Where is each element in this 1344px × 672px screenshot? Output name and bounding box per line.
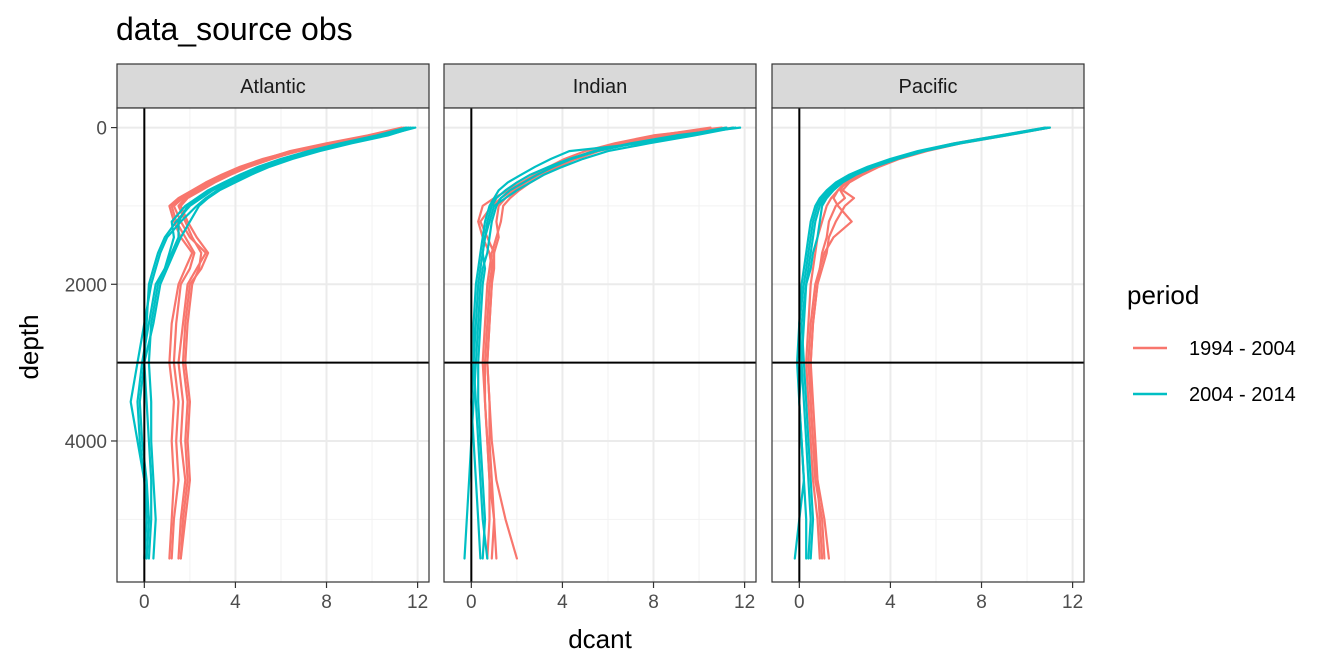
x-tick-label: 4 [885, 592, 896, 613]
legend-label: 2004 - 2014 [1189, 384, 1296, 406]
x-tick-label: 0 [794, 592, 805, 613]
series-line-period-2 [136, 126, 410, 560]
facet-strip-label: Pacific [899, 76, 958, 98]
legend-item: 1994 - 2004 [1133, 338, 1296, 360]
panel-background [772, 108, 1084, 582]
facet-strip-label: Atlantic [240, 76, 306, 98]
panel-border [771, 107, 1085, 583]
panel-border [116, 107, 430, 583]
panel-indian: Indian 0 4 8 12 [443, 63, 757, 613]
panel-atlantic: Atlantic 0 4 8 12 0 2000 4000 [65, 63, 430, 613]
legend-label: 1994 - 2004 [1189, 338, 1296, 360]
series-line-period-1 [168, 126, 405, 560]
x-tick-label: 12 [407, 592, 428, 613]
y-axis-title: depth [14, 314, 44, 379]
legend-entries: 1994 - 2004 2004 - 2014 [1133, 338, 1296, 406]
panel-border [443, 107, 757, 583]
series-line-period-1 [179, 126, 410, 560]
x-tick-label: 8 [976, 592, 987, 613]
series-line-period-2 [477, 126, 737, 560]
x-tick-label: 4 [557, 592, 568, 613]
y-tick-label: 4000 [65, 432, 107, 453]
facet-strip [116, 63, 430, 109]
x-tick-label: 0 [139, 592, 150, 613]
series-line-period-2 [472, 126, 735, 560]
facet-strip [443, 63, 757, 109]
x-tick-label: 12 [1062, 592, 1083, 613]
x-tick-label: 4 [230, 592, 241, 613]
chart-title: data_source obs [116, 11, 353, 47]
series-line-period-2 [463, 126, 728, 560]
series-line-period-2 [138, 126, 415, 560]
x-tick-label: 8 [321, 592, 332, 613]
x-axis-title: dcant [568, 624, 632, 654]
x-tick-label: 0 [466, 592, 477, 613]
legend-item: 2004 - 2014 [1133, 384, 1296, 406]
y-tick-label: 0 [96, 119, 107, 140]
legend: period 1994 - 2004 2004 - 2014 [1127, 280, 1296, 406]
legend-title: period [1127, 280, 1199, 310]
panel-pacific: Pacific 0 4 8 12 [771, 63, 1085, 613]
panel-background [117, 108, 429, 582]
x-tick-label: 8 [648, 592, 659, 613]
x-tick-label: 12 [734, 592, 755, 613]
panel-background [444, 108, 756, 582]
facet-strip-label: Indian [573, 76, 628, 98]
y-tick-label: 2000 [65, 275, 107, 296]
